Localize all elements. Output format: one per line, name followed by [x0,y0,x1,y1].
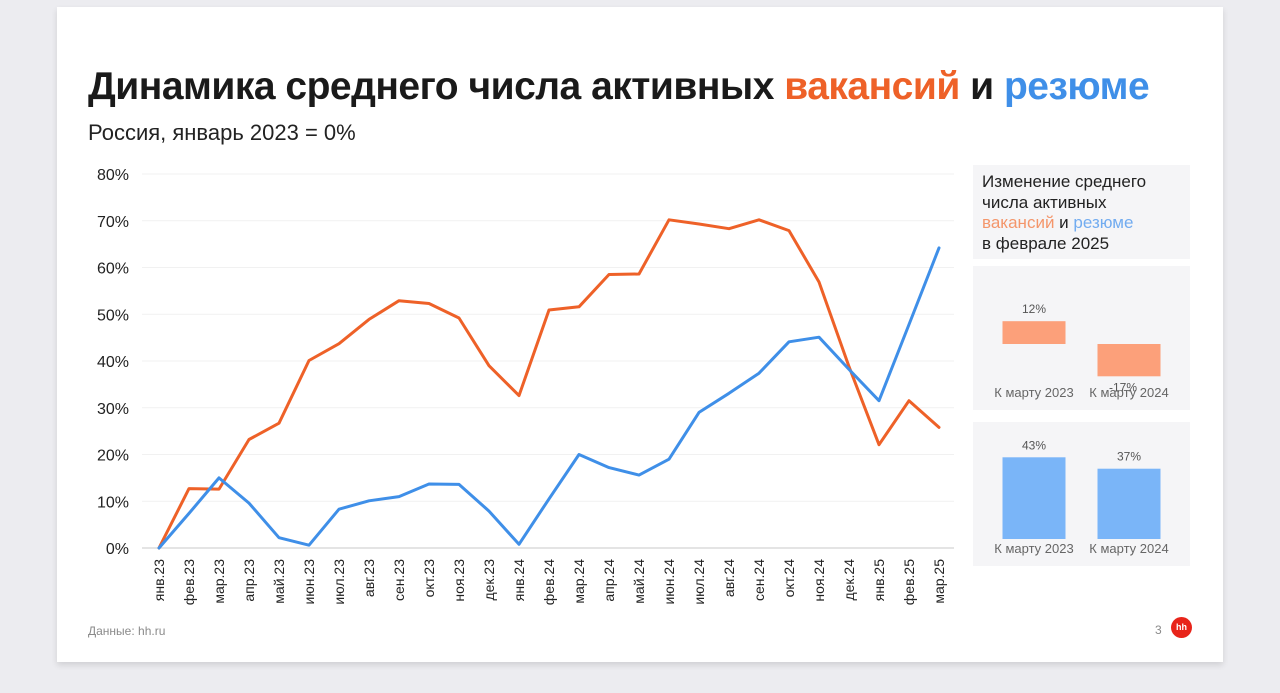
x-tick-label: апр.23 [241,559,257,602]
y-tick-label: 0% [106,541,129,558]
y-tick-label: 40% [97,354,129,371]
side-heading-line-2: числа активных [982,192,1107,212]
y-tick-label: 10% [97,494,129,511]
x-tick-label: фев.25 [901,559,917,605]
resumes-bar [1097,468,1161,539]
x-tick-label: мар.24 [571,559,587,604]
resumes-line [157,246,941,550]
x-tick-label: окт.24 [781,559,797,598]
x-tick-label: фев.24 [541,559,557,605]
y-tick-label: 80% [97,167,129,184]
title-part-1: Динамика среднего числа активных [88,65,785,108]
side-heading-resumes: резюме [1073,213,1134,232]
page-number: 3 [1155,623,1162,637]
side-heading-line-4: в феврале 2025 [982,233,1110,253]
y-tick-label: 70% [97,214,129,231]
x-tick-label: дек.23 [481,559,497,601]
bar-value-label: 43% [1022,438,1046,452]
bar-value-label: -17% [1109,380,1137,394]
resumes-bar [1002,457,1066,539]
x-tick-label: фев.23 [181,559,197,605]
x-tick-label: июл.24 [691,559,707,605]
side-heading-line-1: Изменение среднего [982,172,1147,191]
x-tick-label: авг.23 [361,559,377,597]
side-heading-line-3: вакансий и резюме [982,213,1180,234]
x-tick-label: сен.23 [391,559,407,601]
bar-category-label: К марту 2023 [994,541,1073,556]
x-tick-label: май.24 [631,559,647,604]
vacancies-change-panel: 12% К марту 2023 -17% К марту 2024 [973,266,1190,410]
page-title: Динамика среднего числа активных ваканси… [88,65,1150,109]
y-tick-label: 50% [97,307,129,324]
x-tick-label: июл.23 [331,559,347,605]
x-tick-label: июн.24 [661,559,677,605]
y-tick-label: 20% [97,448,129,465]
vacancies-bar-chart: 12% К марту 2023 -17%К марту 2024 [994,302,1168,400]
x-tick-label: июн.23 [301,559,317,605]
x-tick-label: апр.24 [601,559,617,602]
title-part-3: и [959,65,1004,108]
x-tick-label: ноя.24 [811,559,827,602]
title-resumes-word: резюме [1003,65,1150,108]
page-subtitle: Россия, январь 2023 = 0% [88,120,356,145]
bar-category-label: К марту 2024 [1089,385,1168,400]
vacancies-bar [1097,344,1161,377]
data-source: Данные: hh.ru [88,624,166,638]
resumes-bar-chart: 43% К марту 2023 37% К марту 2024 [994,438,1168,556]
y-tick-label: 60% [97,261,129,278]
x-tick-label: янв.23 [151,559,167,601]
title-vacancies-word: вакансий [784,65,960,108]
x-tick-label: окт.23 [421,559,437,598]
resumes-change-panel: 43% К марту 2023 37% К марту 2024 [973,422,1190,566]
y-tick-label: 30% [97,401,129,418]
hh-logo: hh [1171,617,1192,638]
line-chart: 0% 10% 20% 30% 40% 50% 60% 70% 80% янв.23 фев.23 ма… [97,167,954,605]
side-heading-and: и [1054,213,1074,232]
x-tick-label: май.23 [271,559,287,604]
side-panel-heading: Изменение среднего числа активных ваканс… [973,165,1190,259]
x-tick-label: дек.24 [841,559,857,601]
bar-value-label: 12% [1022,302,1046,316]
x-tick-label: мар.25 [931,559,947,604]
x-tick-label: сен.24 [751,559,767,601]
x-tick-label: янв.25 [871,559,887,601]
bar-value-label: 37% [1117,450,1141,464]
vacancies-bar [1002,321,1066,344]
slide: Динамика среднего числа активных ваканси… [57,7,1223,662]
bar-category-label: К марту 2023 [994,385,1073,400]
x-tick-label: авг.24 [721,559,737,597]
x-tick-label: ноя.23 [451,559,467,602]
bar-category-label: К марту 2024 [1089,541,1168,556]
x-tick-label: янв.24 [511,559,527,601]
x-tick-label: мар.23 [211,559,227,604]
vacancies-line [157,218,941,550]
side-heading-vacancies: вакансий [982,213,1055,232]
